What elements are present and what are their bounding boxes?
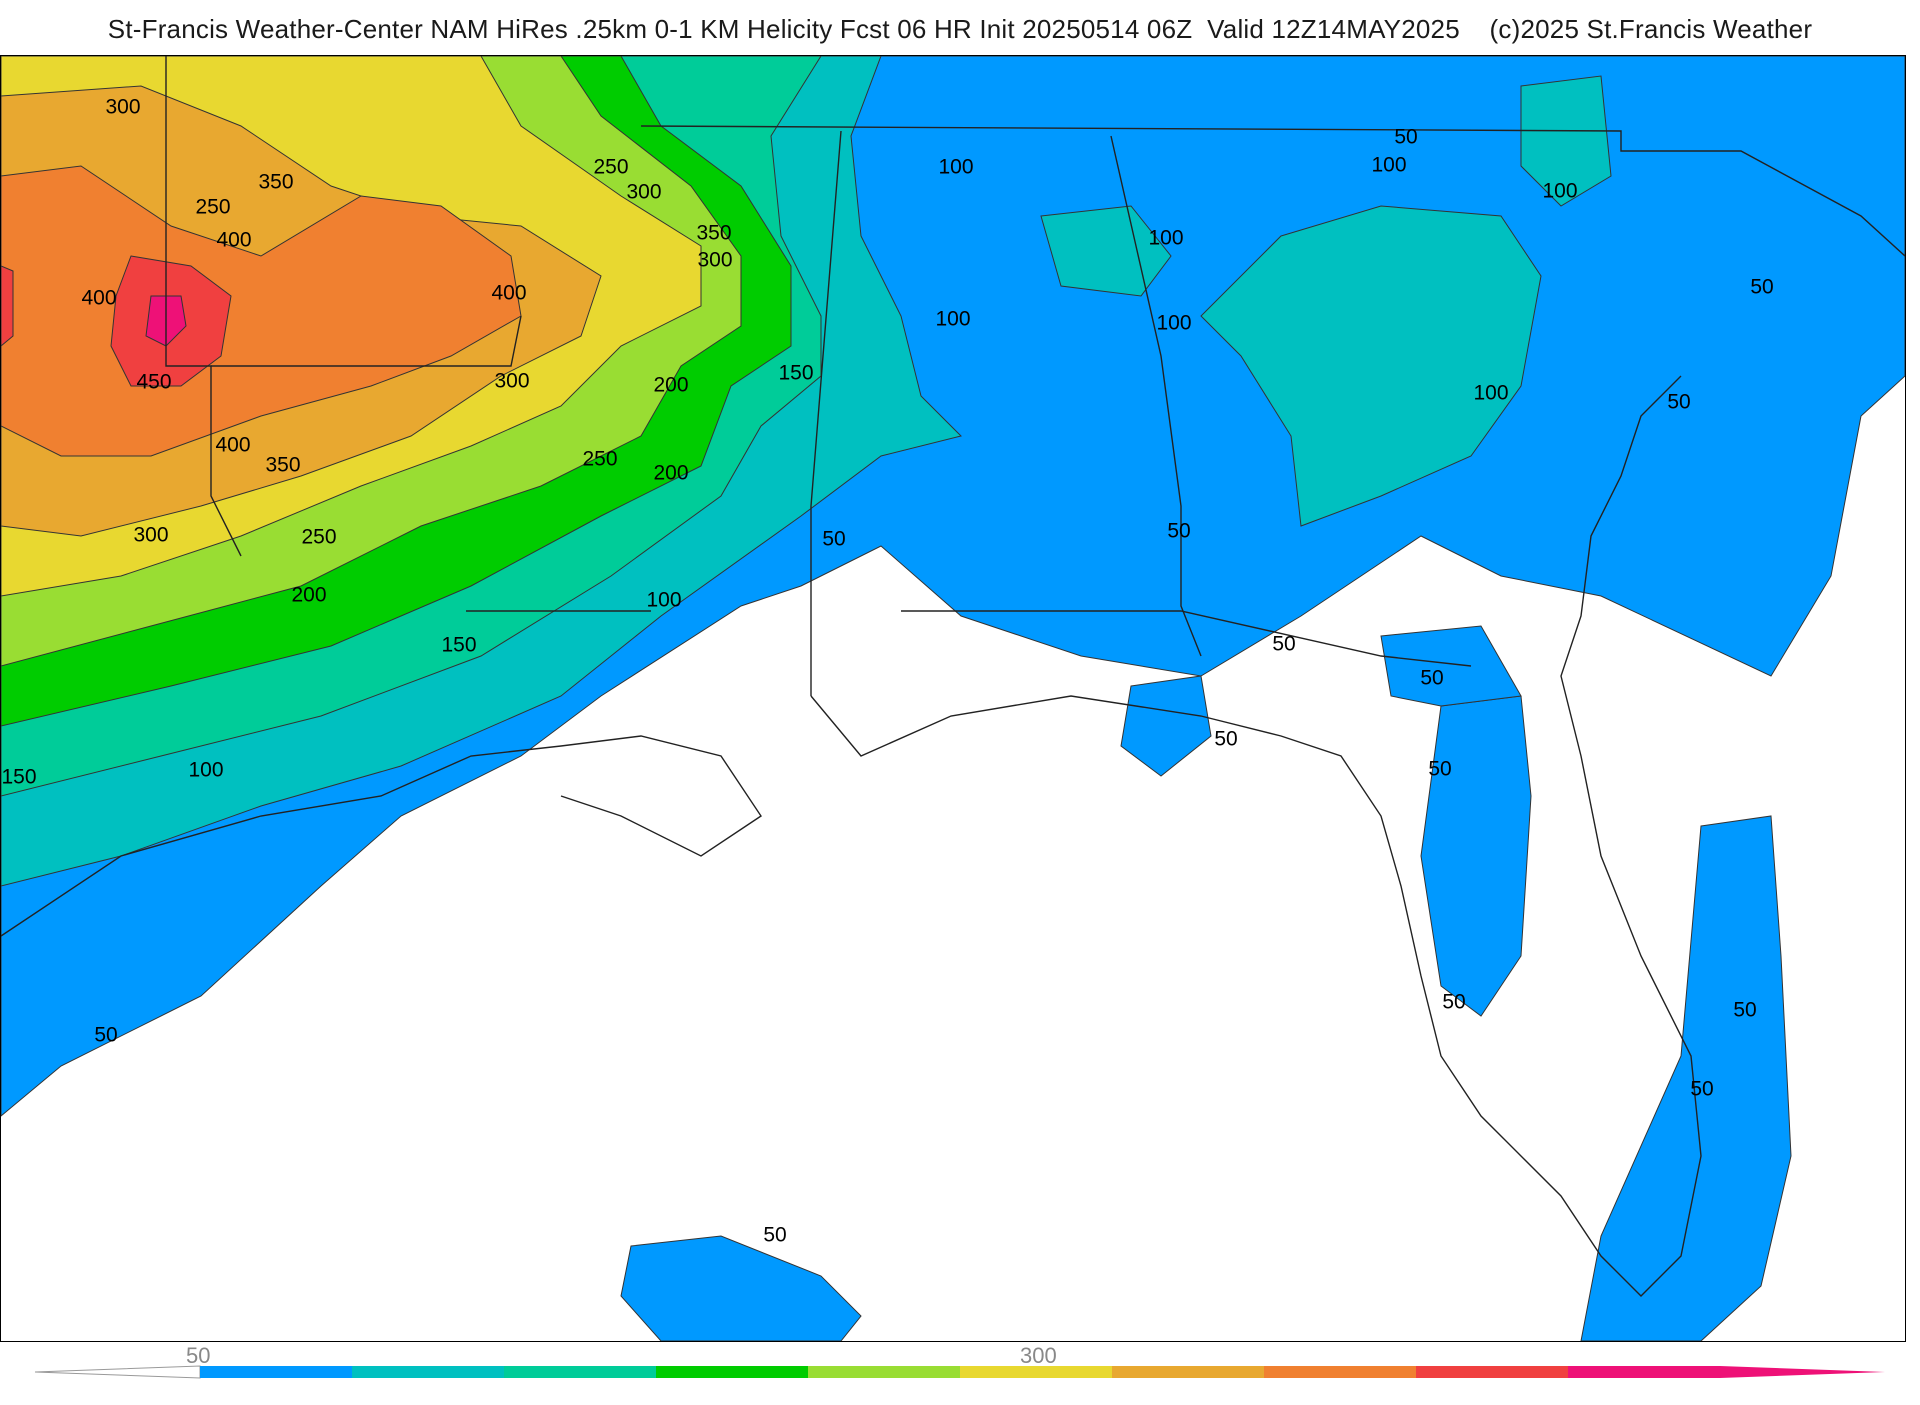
contour-fill-50-atl — [1580, 815, 1792, 1341]
contour-label: 50 — [1394, 126, 1417, 149]
contour-label: 50 — [1733, 999, 1756, 1022]
contour-label: 400 — [491, 282, 526, 305]
contour-label: 200 — [653, 374, 688, 397]
contour-fill-50-fl — [1420, 695, 1532, 1017]
contour-label: 400 — [215, 434, 250, 457]
colorbar-segment — [504, 1366, 657, 1378]
contour-fill-50-ga — [1380, 625, 1522, 707]
contour-label: 100 — [1371, 154, 1406, 177]
contour-label: 400 — [81, 287, 116, 310]
contour-fill-450-west — [1, 265, 14, 347]
contour-label: 300 — [626, 181, 661, 204]
contour-label: 50 — [1442, 991, 1465, 1014]
contour-label: 150 — [441, 634, 476, 657]
contour-label: 100 — [646, 589, 681, 612]
contour-label: 100 — [935, 308, 970, 331]
contour-label: 50 — [1750, 276, 1773, 299]
contour-label: 400 — [216, 229, 251, 252]
contour-label: 350 — [265, 454, 300, 477]
contour-label: 50 — [1690, 1078, 1713, 1101]
colorbar-segment — [656, 1366, 809, 1378]
boundaries — [1, 56, 1905, 1297]
contour-label: 100 — [188, 759, 223, 782]
contour-label: 50 — [763, 1224, 786, 1247]
contour-label: 300 — [494, 370, 529, 393]
colorbar-segment — [1264, 1366, 1417, 1378]
contour-label: 300 — [133, 524, 168, 547]
contour-label: 150 — [1, 766, 36, 789]
colorbar-svg — [34, 1365, 1885, 1379]
colorbar-tick-300: 300 — [1020, 1343, 1057, 1368]
contour-label: 350 — [696, 222, 731, 245]
colorbar-segment — [352, 1366, 505, 1378]
colorbar — [0, 1340, 1920, 1400]
contour-label: 50 — [1428, 758, 1451, 781]
contour-label: 50 — [1667, 391, 1690, 414]
colorbar-segment — [808, 1366, 961, 1378]
contour-fill-50-panhandle — [1120, 675, 1212, 777]
contour-label: 100 — [1542, 180, 1577, 203]
contour-label: 250 — [195, 196, 230, 219]
contour-label: 100 — [1148, 227, 1183, 250]
contour-label: 100 — [938, 156, 973, 179]
contour-fill-100-east — [1200, 205, 1542, 527]
contour-label: 100 — [1473, 382, 1508, 405]
contour-label: 150 — [778, 362, 813, 385]
colorbar-segment — [200, 1366, 353, 1378]
colorbar-right-arrow — [1720, 1366, 1885, 1378]
contour-label: 350 — [258, 171, 293, 194]
contour-label: 200 — [653, 462, 688, 485]
contour-label: 100 — [1156, 312, 1191, 335]
contour-label: 300 — [697, 249, 732, 272]
colorbar-segment — [1416, 1366, 1569, 1378]
map-title: St-Francis Weather-Center NAM HiRes .25k… — [107, 14, 1813, 44]
colorbar-left-arrow — [34, 1365, 201, 1379]
colorbar-segment — [1112, 1366, 1265, 1378]
helicity-map: 300 250 350 400 400 450 400 350 300 250 200 150 100 5… — [0, 55, 1906, 1342]
contour-label: 200 — [291, 584, 326, 607]
colorbar-segment — [1568, 1366, 1721, 1378]
colorbar-segments — [200, 1366, 1721, 1378]
contour-label: 50 — [1167, 520, 1190, 543]
contour-fill-100-east2 — [1040, 205, 1172, 297]
contour-fill-100-ne — [1520, 75, 1612, 207]
contour-label: 300 — [105, 96, 140, 119]
contour-label: 450 — [136, 371, 171, 394]
contour-label: 250 — [582, 448, 617, 471]
colorbar-segment — [960, 1366, 1113, 1378]
contour-fill-50-gulf — [620, 1235, 862, 1341]
contour-label: 250 — [301, 526, 336, 549]
contour-label: 250 — [593, 156, 628, 179]
contour-label: 50 — [1420, 667, 1443, 690]
colorbar-tick-50: 50 — [186, 1343, 211, 1368]
contour-label: 50 — [1214, 728, 1237, 751]
contour-label: 50 — [1272, 633, 1295, 656]
contour-label: 50 — [822, 528, 845, 551]
contour-label: 50 — [94, 1024, 117, 1047]
